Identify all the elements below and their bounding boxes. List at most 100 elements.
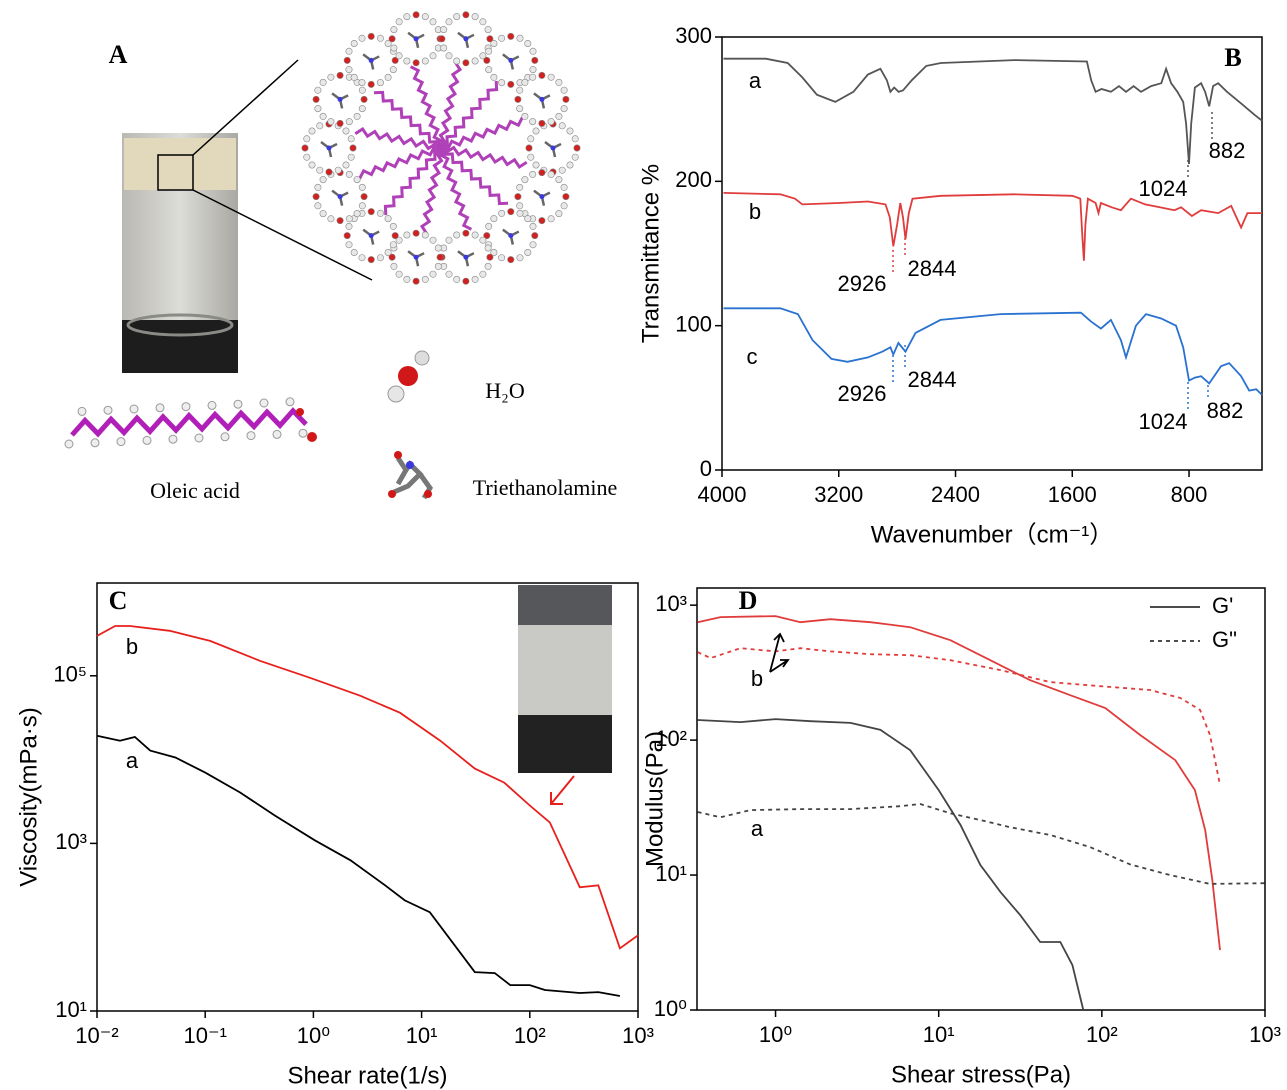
h-atom: [129, 404, 139, 414]
head-atom: [531, 232, 539, 240]
water-model: [387, 350, 430, 403]
head-atom: [389, 66, 397, 74]
n-atom: [413, 254, 419, 260]
series-line: [723, 307, 1263, 396]
head-atom: [358, 254, 366, 262]
head-atom: [390, 26, 398, 34]
head-atom: [353, 210, 361, 218]
head-atom: [521, 78, 529, 86]
head-atom: [403, 13, 411, 21]
x-tick-label: 10¹: [406, 1023, 438, 1048]
y-tick-label: 10²: [655, 726, 687, 751]
peak-label: 2844: [908, 367, 957, 392]
head-atom: [412, 59, 420, 67]
head-atom: [524, 39, 532, 47]
head-atom: [345, 66, 353, 74]
zoom-line: [192, 59, 299, 156]
head-atom: [327, 215, 335, 223]
head-atom: [345, 118, 353, 126]
h-atom: [64, 439, 74, 449]
h-atom: [285, 397, 295, 407]
head-atom: [462, 277, 470, 285]
series-label: c: [747, 344, 758, 369]
head-atom: [498, 254, 506, 262]
surfactant-tail: [440, 116, 524, 151]
head-atom: [490, 73, 498, 81]
head-atom: [384, 249, 392, 257]
tea-model: [388, 451, 433, 500]
zoom-line: [192, 189, 373, 281]
head-atom: [532, 127, 540, 135]
head-atom: [395, 270, 403, 278]
head-atom: [453, 13, 461, 21]
peak-label: 2926: [838, 271, 887, 296]
head-atom: [471, 275, 479, 283]
head-atom: [507, 256, 515, 264]
n-atom: [337, 96, 343, 102]
head-atom: [350, 39, 358, 47]
head-atom: [314, 183, 322, 191]
head-atom: [395, 52, 403, 60]
head-atom: [485, 222, 493, 230]
gel-layer: [124, 138, 236, 190]
h-atom: [103, 405, 113, 415]
x-tick-label: 10⁰: [759, 1022, 792, 1047]
head-atom: [303, 153, 311, 161]
head-atom: [453, 231, 461, 239]
surfactant-tail: [438, 147, 473, 231]
head-atom: [390, 44, 398, 52]
head-atom: [336, 119, 344, 127]
head-atom: [471, 231, 479, 239]
head-atom: [403, 57, 411, 65]
head-atom: [514, 193, 522, 201]
n-atom: [508, 233, 514, 239]
head-atom: [367, 208, 375, 216]
head-atom: [421, 231, 429, 239]
head-atom: [490, 39, 498, 47]
series-line: [697, 718, 1085, 1011]
plot-frame: [721, 36, 1263, 471]
head-atom: [347, 135, 355, 143]
head-atom: [421, 275, 429, 283]
head-atom: [529, 118, 537, 126]
head-atom: [571, 135, 579, 143]
head-atom: [350, 249, 358, 257]
peak-label: 1024: [1139, 176, 1188, 201]
head-atom: [384, 39, 392, 47]
series-line: [723, 192, 1262, 261]
head-atom: [479, 236, 487, 244]
plot-frame: [96, 582, 639, 1012]
head-atom: [484, 262, 492, 270]
head-atom: [479, 18, 487, 26]
sample-label: a: [751, 816, 764, 841]
head-atom: [560, 105, 568, 113]
series-line: [697, 803, 1266, 885]
x-axis-label: Shear stress(Pa): [891, 1061, 1071, 1088]
head-atom: [360, 95, 368, 103]
y-tick-label: 100: [675, 311, 712, 336]
head-atom: [498, 209, 506, 217]
n-atom: [508, 57, 514, 63]
head-atom: [358, 79, 366, 87]
head-atom: [529, 241, 537, 249]
y-tick-label: 10³: [655, 591, 687, 616]
head-atom: [391, 232, 399, 240]
head-atom: [390, 262, 398, 270]
head-atom: [498, 79, 506, 87]
head-atom: [384, 215, 392, 223]
head-atom: [560, 202, 568, 210]
series-label: b: [126, 634, 138, 659]
head-atom: [358, 183, 366, 191]
head-atom: [547, 118, 555, 126]
head-atom: [538, 169, 546, 177]
legend-label: G": [1212, 627, 1237, 652]
head-atom: [532, 161, 540, 169]
head-atom: [516, 209, 524, 217]
head-atom: [462, 11, 470, 19]
head-atom: [479, 52, 487, 60]
surfactant-tail: [373, 90, 443, 149]
head-atom: [367, 80, 375, 88]
head-atom: [529, 73, 537, 81]
head-atom: [516, 105, 524, 113]
